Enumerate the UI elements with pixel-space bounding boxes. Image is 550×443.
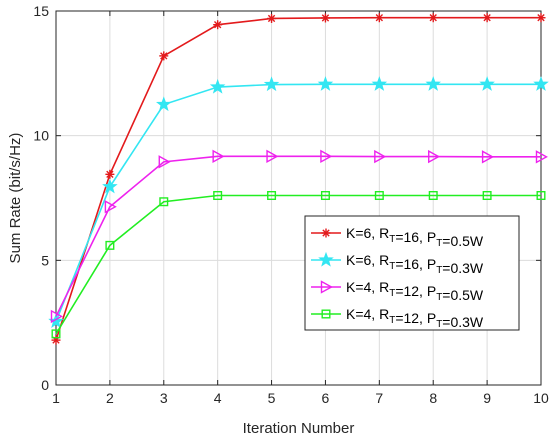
- data-point: [51, 329, 61, 339]
- x-tick-label: 6: [322, 390, 330, 406]
- x-tick-label: 4: [214, 390, 222, 406]
- series-line: [55, 16, 541, 341]
- data-point: [105, 240, 115, 250]
- data-point: [213, 191, 223, 201]
- legend-label: K=6, RT=16, PT=0.5W: [346, 225, 484, 249]
- y-tick-label: 15: [33, 3, 49, 19]
- series-line: [55, 83, 541, 322]
- series-line: [55, 194, 541, 335]
- data-point: [482, 191, 492, 201]
- legend-marker: [321, 309, 331, 319]
- legend-marker: [318, 251, 334, 267]
- axes: 1 2 3 4 5 6 7 8 9 10 0 5 10 15: [33, 3, 549, 406]
- data-point: [213, 20, 223, 30]
- data-point: [425, 76, 441, 91]
- data-point: [263, 76, 280, 92]
- data-point: [267, 191, 277, 201]
- x-tick-label: 1: [52, 390, 60, 406]
- data-point: [536, 191, 546, 201]
- series-3: [50, 149, 548, 324]
- x-tick-label: 5: [268, 390, 276, 406]
- data-point: [266, 149, 279, 164]
- data-point: [320, 149, 333, 164]
- x-axis-label: Iteration Number: [243, 420, 355, 437]
- y-tick-label: 10: [33, 128, 49, 144]
- legend-entry: K=4, RT=12, PT=0.5W: [311, 279, 484, 303]
- data-point: [533, 76, 549, 91]
- x-tick-label: 2: [106, 390, 114, 406]
- data-point: [479, 76, 495, 91]
- data-point: [50, 309, 63, 324]
- y-axis-label: Sum Rate (bit/s/Hz): [7, 133, 24, 264]
- data-point: [428, 149, 441, 164]
- data-point: [320, 13, 330, 23]
- data-point: [374, 191, 384, 201]
- x-tick-label: 8: [429, 390, 437, 406]
- data-point: [428, 191, 438, 201]
- data-point: [158, 155, 171, 169]
- legend: K=6, RT=16, PT=0.5W K=6, RT=16, PT=0.3W K=…: [304, 215, 520, 331]
- data-point: [104, 200, 117, 214]
- series-2: [48, 76, 549, 329]
- legend-label: K=4, RT=12, PT=0.5W: [346, 279, 484, 303]
- data-point: [159, 51, 169, 61]
- x-tick-label: 7: [375, 390, 383, 406]
- data-point: [374, 13, 384, 23]
- data-point: [481, 150, 495, 164]
- data-point: [374, 149, 387, 164]
- data-point: [536, 13, 546, 23]
- legend-marker: [320, 280, 333, 294]
- series-1: [51, 13, 546, 345]
- data-point: [209, 78, 226, 94]
- data-point: [212, 149, 225, 164]
- y-tick-label: 5: [41, 252, 49, 268]
- series-4: [51, 191, 546, 339]
- data-point: [156, 96, 172, 112]
- legend-entry: K=6, RT=16, PT=0.3W: [311, 251, 484, 276]
- axes-box: [55, 10, 542, 386]
- legend-label: K=6, RT=16, PT=0.3W: [346, 252, 484, 276]
- data-point: [105, 169, 115, 179]
- data-point: [267, 13, 277, 23]
- legend-label: K=4, RT=12, PT=0.3W: [346, 306, 484, 330]
- data-point: [428, 13, 438, 23]
- series-line: [55, 155, 541, 317]
- data-point: [482, 13, 492, 23]
- legend-box: [304, 215, 520, 331]
- data-point: [371, 76, 388, 91]
- legend-entry: K=6, RT=16, PT=0.5W: [311, 225, 484, 249]
- x-tick-label: 3: [160, 390, 168, 406]
- data-point: [102, 178, 118, 194]
- series-layer: [48, 13, 549, 345]
- data-point: [535, 150, 548, 164]
- x-tick-label: 10: [533, 390, 549, 406]
- legend-marker: [321, 228, 331, 238]
- data-point: [159, 197, 169, 207]
- y-tick-label: 0: [41, 377, 49, 393]
- data-point: [320, 191, 330, 201]
- data-point: [317, 76, 334, 91]
- x-tick-label: 9: [483, 390, 491, 406]
- legend-entry: K=4, RT=12, PT=0.3W: [311, 306, 484, 330]
